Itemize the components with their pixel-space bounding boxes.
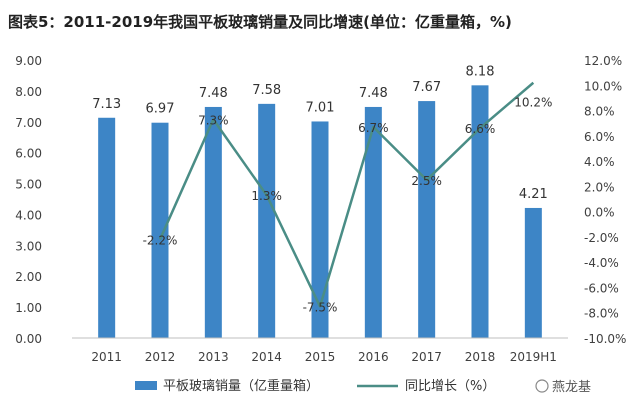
bar-value-label: 7.48 [359, 86, 388, 101]
bar-2013 [204, 106, 222, 338]
left-axis-tick-label: 4.00 [15, 208, 42, 222]
left-axis-tick-label: 9.00 [15, 54, 42, 68]
right-axis-tick-label: 10.0% [584, 79, 622, 93]
left-axis-tick-label: 6.00 [15, 147, 42, 161]
left-axis: 0.00 1.00 2.00 3.00 4.00 5.00 6.00 7.00 8.00 9.00 [15, 54, 42, 346]
line-series: -2.2% 7.3% 1.3% -7.5% 6.7% 2.5% 6.6% 10.2% [143, 81, 552, 314]
right-axis-tick-label: 8.0% [584, 105, 615, 119]
legend-swatch-bar [135, 381, 157, 390]
x-axis: 2011 2012 2013 2014 2015 2016 2017 2018 2019H1 [72, 337, 568, 364]
right-axis-tick-label: -2.0% [584, 231, 619, 245]
x-axis-tick-label: 2014 [251, 350, 282, 364]
right-axis-tick-label: -8.0% [584, 307, 619, 321]
bar-2018 [471, 85, 489, 338]
line-value-label: 10.2% [514, 96, 552, 110]
right-axis-tick-label: -10.0% [584, 332, 626, 346]
chart-title: 图表5：2011-2019年我国平板玻璃销量及同比增速(单位：亿重量箱，%) [8, 13, 512, 31]
line-value-label: 7.3% [198, 113, 229, 127]
bar-series: 7.13 6.97 7.48 7.58 7.01 7.48 7.67 8.18 4.21 [92, 64, 548, 339]
legend-label-line: 同比增长（%） [405, 379, 495, 394]
line-value-label: 1.3% [251, 189, 282, 203]
legend: 平板玻璃销量（亿重量箱） 同比增长（%） [135, 378, 495, 394]
left-axis-tick-label: 8.00 [15, 85, 42, 99]
bar-value-label: 7.58 [252, 83, 281, 98]
right-axis-tick-label: 6.0% [584, 130, 615, 144]
left-axis-tick-label: 1.00 [15, 301, 42, 315]
line-value-label: 6.7% [358, 121, 389, 135]
left-axis-tick-label: 0.00 [15, 332, 42, 346]
x-axis-tick-label: 2012 [145, 350, 176, 364]
bar-2015 [311, 121, 329, 338]
line-value-label: -2.2% [143, 233, 178, 247]
x-axis-tick-label: 2016 [358, 350, 389, 364]
bar-2011 [98, 117, 116, 338]
right-axis: -10.0% -8.0% -6.0% -4.0% -2.0% 0.0% 2.0% 4.0% 6.… [584, 54, 626, 346]
x-axis-tick-label: 2011 [91, 350, 122, 364]
source-label: 燕龙基 [552, 380, 591, 395]
right-axis-tick-label: -6.0% [584, 281, 619, 295]
bar-value-label: 8.18 [466, 64, 495, 79]
x-axis-tick-label: 2013 [198, 350, 229, 364]
x-axis-tick-label: 2018 [465, 350, 496, 364]
bar-2012 [151, 122, 169, 339]
x-axis-tick-label: 2017 [411, 350, 442, 364]
bar-value-label: 7.67 [412, 80, 441, 95]
source-mark: 燕龙基 [535, 379, 591, 395]
bar-value-label: 7.13 [92, 97, 121, 112]
x-axis-tick-label: 2015 [305, 350, 336, 364]
right-axis-tick-label: 0.0% [584, 206, 615, 220]
bar-2016 [364, 106, 382, 338]
line-value-label: -7.5% [303, 300, 338, 314]
source-icon [535, 379, 549, 393]
left-axis-tick-label: 3.00 [15, 239, 42, 253]
right-axis-tick-label: 12.0% [584, 54, 622, 68]
x-axis-tick-label: 2019H1 [510, 350, 557, 364]
bar-value-label: 7.01 [306, 100, 335, 115]
growth-line [158, 81, 535, 308]
right-axis-tick-label: -4.0% [584, 256, 619, 270]
bar-2019H1 [524, 207, 542, 338]
bar-value-label: 4.21 [519, 187, 548, 202]
right-axis-tick-label: 4.0% [584, 155, 615, 169]
bar-2017 [418, 101, 436, 339]
left-axis-tick-label: 5.00 [15, 178, 42, 192]
bar-2014 [258, 103, 276, 339]
left-axis-tick-label: 2.00 [15, 270, 42, 284]
bar-value-label: 6.97 [146, 102, 175, 117]
legend-label-bar: 平板玻璃销量（亿重量箱） [163, 378, 319, 394]
left-axis-tick-label: 7.00 [15, 116, 42, 130]
line-value-label: 6.6% [465, 122, 496, 136]
bar-value-label: 7.48 [199, 86, 228, 101]
line-value-label: 2.5% [411, 174, 442, 188]
right-axis-tick-label: 2.0% [584, 180, 615, 194]
